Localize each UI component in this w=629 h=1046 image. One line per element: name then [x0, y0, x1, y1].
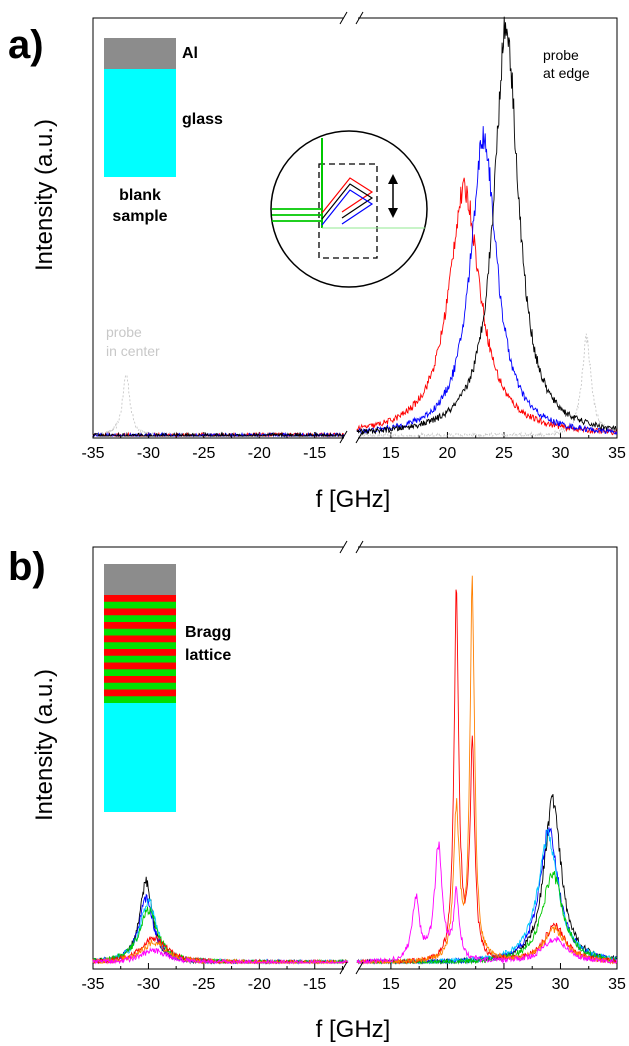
b-x-tick-label: 25	[495, 976, 513, 993]
bragg-stripe	[104, 669, 176, 677]
b-x-tick-label: -20	[248, 976, 271, 993]
panel-a-axis-break	[339, 11, 364, 444]
a-series-0-line	[356, 333, 618, 438]
probe-in-center-label-line2: in center	[106, 343, 160, 359]
bragg-stripe	[104, 689, 176, 697]
panel-b-label: b)	[8, 545, 46, 589]
glass-layer-label: glass	[182, 111, 223, 128]
blank-sample-label-line2: sample	[112, 208, 167, 225]
panel-a-x-ticks: -35 -30 -25 -20 -15 15 20 25 30 35	[81, 432, 626, 462]
bragg-stripe	[104, 642, 176, 650]
panel-a-curves	[92, 16, 618, 438]
panel-b-y-axis-title: Intensity (a.u.)	[31, 669, 58, 821]
b-series-5-line	[92, 938, 349, 965]
bragg-stripe	[104, 608, 176, 616]
a-x-tick-label: 20	[439, 445, 457, 462]
a-x-tick-label: -25	[192, 445, 215, 462]
b-series-6-line	[356, 841, 618, 965]
a-x-tick-label: -15	[303, 445, 326, 462]
a-x-tick-label: -35	[81, 445, 104, 462]
bragg-lattice-swatch	[104, 595, 176, 704]
b-x-tick-label: 35	[608, 976, 626, 993]
a-x-tick-label: -20	[248, 445, 271, 462]
bragg-stripe	[104, 649, 176, 657]
bragg-stripe	[104, 696, 176, 704]
bragg-stripe	[104, 676, 176, 684]
bragg-stripe	[104, 628, 176, 636]
a-series-3-line	[92, 431, 349, 438]
a-x-tick-label: 15	[382, 445, 400, 462]
panel-b-curves	[92, 575, 618, 965]
a-series-2-line	[356, 126, 618, 435]
a-series-0-line	[92, 373, 349, 438]
probe-position-inset	[270, 130, 428, 288]
b-series-0-line	[356, 793, 618, 965]
panel-a: a) Intensity (a.u.) f [GHz] -35 -30 -25 -20…	[8, 11, 626, 513]
b-x-tick-label: -30	[137, 976, 160, 993]
b-al-layer-swatch	[104, 564, 176, 595]
panel-b: b) Intensity (a.u.) f [GHz] -35 -30 -25 -20…	[8, 540, 626, 1043]
b-x-tick-label: 20	[439, 976, 457, 993]
probe-in-center-label-line1: probe	[106, 324, 142, 340]
panel-b-x-ticks: -35 -30 -25 -20 -15 15 20 25 30 35	[81, 963, 626, 993]
bragg-stripe	[104, 635, 176, 643]
bragg-stripe	[104, 615, 176, 623]
bragg-stripe	[104, 622, 176, 630]
b-series-4-line	[356, 589, 618, 965]
b-x-tick-label: -35	[81, 976, 104, 993]
b-series-6-line	[92, 946, 349, 965]
probe-at-edge-label-line2: at edge	[543, 65, 590, 81]
bragg-stripe	[104, 662, 176, 670]
b-x-tick-label: 30	[552, 976, 570, 993]
b-x-tick-label: -15	[303, 976, 326, 993]
bragg-stripe	[104, 655, 176, 663]
glass-layer-swatch	[104, 69, 176, 177]
a-series-3-line	[356, 16, 618, 436]
al-layer-swatch	[104, 38, 176, 69]
b-series-5-line	[356, 575, 618, 965]
a-x-tick-label: 25	[495, 445, 513, 462]
probe-at-edge-label-line1: probe	[543, 47, 579, 63]
bragg-lattice-label-line2: lattice	[185, 647, 231, 664]
blank-sample-label-line1: blank	[119, 187, 161, 204]
bragg-stripe	[104, 595, 176, 603]
b-x-tick-label: 15	[382, 976, 400, 993]
al-layer-label: Al	[182, 45, 198, 62]
panel-a-label: a)	[8, 23, 44, 67]
b-x-tick-label: -25	[192, 976, 215, 993]
b-glass-layer-swatch	[104, 703, 176, 812]
bragg-stripe	[104, 682, 176, 690]
panel-b-axis-break	[339, 540, 364, 975]
a-x-tick-label: 35	[608, 445, 626, 462]
bragg-lattice-label-line1: Bragg	[185, 624, 231, 641]
panel-a-x-axis-title: f [GHz]	[316, 486, 391, 513]
a-x-tick-label: 30	[552, 445, 570, 462]
panel-b-x-axis-title: f [GHz]	[316, 1016, 391, 1043]
a-x-tick-label: -30	[137, 445, 160, 462]
panel-a-y-axis-title: Intensity (a.u.)	[31, 119, 58, 271]
bragg-stripe	[104, 601, 176, 609]
